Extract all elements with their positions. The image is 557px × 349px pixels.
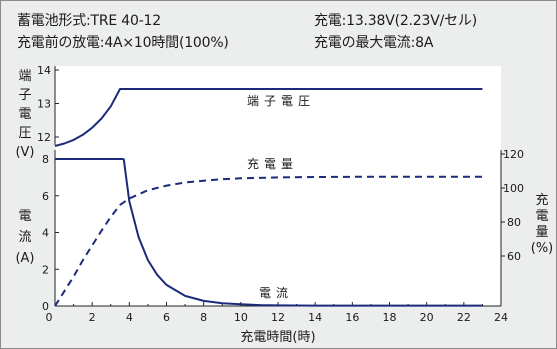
voltage-tick-label-14: 14 <box>37 64 51 77</box>
series-line-2 <box>54 175 483 307</box>
charge-axis-label-2: 量 <box>535 225 548 240</box>
series-line-1 <box>55 158 483 307</box>
x-tick-label-14: 14 <box>308 311 322 324</box>
charge-tick-label-60: 60 <box>507 250 521 263</box>
current-axis-label-2: (A) <box>15 251 34 266</box>
current-axis-label-1: 流 <box>18 230 31 245</box>
charge-axis-label-1: 電 <box>535 209 548 224</box>
x-tick-label-12: 12 <box>271 311 285 324</box>
plot-area <box>55 66 501 306</box>
series-line-0 <box>54 88 483 147</box>
x-tick-label-16: 16 <box>345 311 359 324</box>
x-tick-label-8: 8 <box>200 311 207 324</box>
x-tick-label-6: 6 <box>163 311 170 324</box>
current-series-label: 電流 <box>259 286 293 300</box>
voltage-series-label: 端子電圧 <box>247 94 315 108</box>
x-tick-label-18: 18 <box>383 311 397 324</box>
voltage-axis-label-1: 子 <box>18 88 31 103</box>
voltage-axis-label-2: 電 <box>18 107 31 122</box>
voltage-tick-label-13: 13 <box>37 98 51 111</box>
series-lines <box>54 88 483 307</box>
charge-tick-label-120: 120 <box>503 148 524 161</box>
x-tick-label-10: 10 <box>234 311 248 324</box>
charge-series-label: 充電量 <box>247 156 298 171</box>
charge-axis-label-0: 充 <box>535 192 548 208</box>
x-tick-label-22: 22 <box>457 311 471 324</box>
charge-tick-label-100: 100 <box>503 182 524 195</box>
x-tick-label-2: 2 <box>89 311 96 324</box>
current-tick-label-4: 4 <box>42 227 49 240</box>
charge-voltage-text: 充電:13.38V(2.23V/セル) <box>314 13 477 29</box>
current-tick-label-0: 0 <box>42 300 49 313</box>
tick-marks: 0 2 4 6 8 10 12 14 16 18 20 22 241213140246860801001… <box>37 64 524 324</box>
voltage-axis-label-4: (V) <box>15 145 34 160</box>
current-tick-label-6: 6 <box>42 190 49 203</box>
current-tick-label-8: 8 <box>42 153 49 166</box>
x-axis-label: 充電時間(時) <box>240 329 315 345</box>
max-current-text: 充電の最大電流:8A <box>314 35 434 51</box>
charge-tick-label-80: 80 <box>507 216 521 229</box>
charge-axis-label-3: (%) <box>531 241 554 256</box>
current-axis-label-0: 電 <box>18 209 31 224</box>
x-tick-label-20: 20 <box>420 311 434 324</box>
voltage-axis-label-3: 圧 <box>18 126 31 141</box>
voltage-tick-label-12: 12 <box>37 131 51 144</box>
battery-type-text: 蓄電池形式:TRE 40-12 <box>17 13 161 29</box>
discharge-before-text: 充電前の放電:4A×10時間(100%) <box>17 35 229 51</box>
current-tick-label-2: 2 <box>42 263 49 276</box>
x-tick-label-0: 0 <box>46 311 53 324</box>
voltage-axis-label-0: 端 <box>18 69 31 84</box>
x-tick-label-4: 4 <box>126 311 133 324</box>
x-tick-label-24: 24 <box>494 311 508 324</box>
